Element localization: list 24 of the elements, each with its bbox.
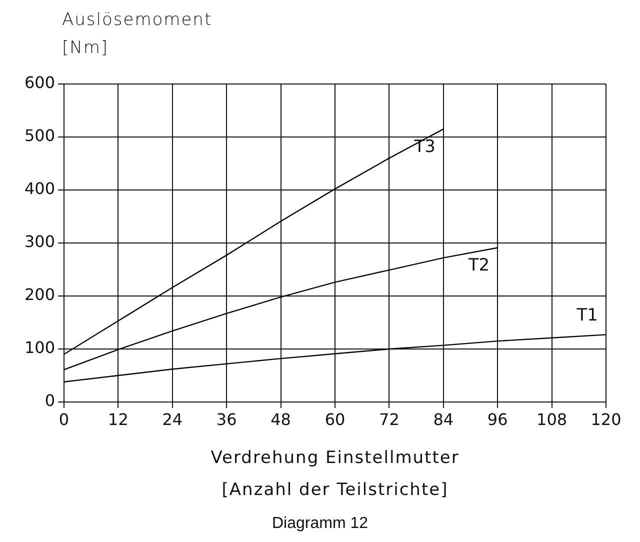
series-label: T1: [576, 306, 598, 326]
x-axis-title: Verdrehung Einstellmutter [Anzahl der Teilstrichte]: [210, 447, 460, 502]
y-tick-label: 300: [24, 232, 55, 252]
y-tick-label: 0: [44, 391, 55, 410]
y-tick-label: 600: [24, 73, 55, 92]
x-tick-label: 120: [590, 410, 622, 429]
y-tick-label: 400: [24, 179, 55, 198]
y-axis-title: Auslösemoment [Nm]: [62, 9, 212, 60]
series-label: T2: [467, 256, 490, 276]
x-tick-label: 12: [108, 410, 128, 429]
y-tick-label: 200: [24, 285, 55, 304]
x-tick-label: 60: [324, 410, 346, 429]
x-tick-label: 96: [487, 410, 508, 429]
y-tick-label: 100: [24, 338, 55, 358]
x-tick-label: 24: [162, 410, 183, 429]
x-tick-label: 72: [379, 410, 400, 429]
x-tick-label: 108: [536, 410, 568, 429]
series-label: T3: [413, 136, 436, 157]
x-tick-label: 0: [58, 410, 70, 429]
text: Diagramm 12: [270, 515, 370, 533]
x-tick-label: 36: [216, 410, 237, 429]
x-tick-label: 48: [270, 410, 291, 429]
x-tick-label: 84: [433, 410, 454, 429]
y-tick-label: 500: [24, 126, 55, 146]
